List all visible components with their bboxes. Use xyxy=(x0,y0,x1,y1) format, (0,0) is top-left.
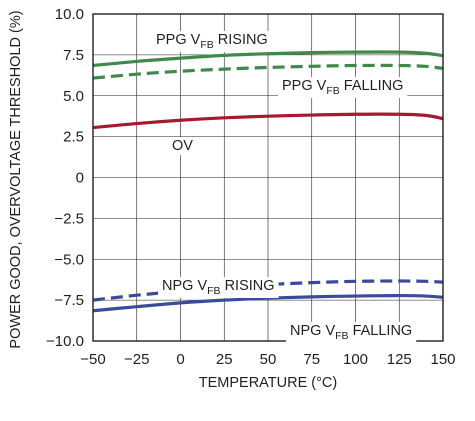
series-line-ppg-rising xyxy=(92,50,444,68)
x-tick-label: 0 xyxy=(176,351,184,368)
annotation-ppg-rising: PPG VFB RISING xyxy=(152,31,272,52)
y-tick-label: 5.0 xyxy=(63,88,84,105)
y-tick-label: 2.5 xyxy=(63,129,84,146)
x-tick-label: −25 xyxy=(124,351,149,368)
y-tick-label: −5.0 xyxy=(54,251,84,268)
annotation-label: OV xyxy=(172,138,193,154)
annotation-background xyxy=(158,277,279,298)
annotation-label: PPG VFB RISING xyxy=(156,32,268,51)
annotation-background xyxy=(286,322,417,343)
annotation-ppg-falling: PPG VFB FALLING xyxy=(278,77,408,98)
x-tick-label: 150 xyxy=(430,351,455,368)
y-tick-label: 7.5 xyxy=(63,47,84,64)
x-axis-title: TEMPERATURE (°C) xyxy=(199,375,337,391)
series-line-ppg-falling xyxy=(92,63,444,80)
y-tick-label: −7.5 xyxy=(54,292,84,309)
series-annotations: PPG VFB RISING PPG VFB FALLING OV NPG VFB R… xyxy=(152,31,417,343)
series-line-npg-falling xyxy=(92,293,444,313)
y-tick-label: −2.5 xyxy=(54,210,84,227)
series-line-ov xyxy=(92,112,444,130)
annotation-background xyxy=(152,31,272,52)
annotation-background xyxy=(278,77,408,98)
annotation-label: PPG VFB FALLING xyxy=(282,78,403,97)
x-tick-label: 75 xyxy=(303,351,320,368)
x-tick-label: 25 xyxy=(216,351,233,368)
annotation-npg-rising: NPG VFB RISING xyxy=(158,277,279,298)
x-tick-label: 50 xyxy=(260,351,277,368)
annotation-label: NPG VFB RISING xyxy=(162,278,275,297)
x-tick-label: −50 xyxy=(80,351,105,368)
x-tick-label: 125 xyxy=(387,351,412,368)
y-tick-label: 10.0 xyxy=(55,6,84,23)
annotation-ov: OV xyxy=(168,137,198,155)
grid-lines xyxy=(93,14,443,341)
x-tick-labels: −50 −25 0 25 50 75 100 125 150 xyxy=(80,351,455,368)
annotation-background xyxy=(168,137,198,155)
plot-frame xyxy=(92,13,444,342)
annotation-label: NPG VFB FALLING xyxy=(290,323,412,342)
y-tick-label: −10.0 xyxy=(46,333,84,350)
x-tick-label: 100 xyxy=(343,351,368,368)
y-axis-title: POWER GOOD, OVERVOLTAGE THRESHOLD (%) xyxy=(8,10,24,348)
y-tick-label: 0 xyxy=(76,170,84,187)
y-tick-labels: 10.0 7.5 5.0 2.5 0 −2.5 −5.0 −7.5 −10.0 xyxy=(46,6,84,350)
annotation-npg-falling: NPG VFB FALLING xyxy=(286,322,417,343)
